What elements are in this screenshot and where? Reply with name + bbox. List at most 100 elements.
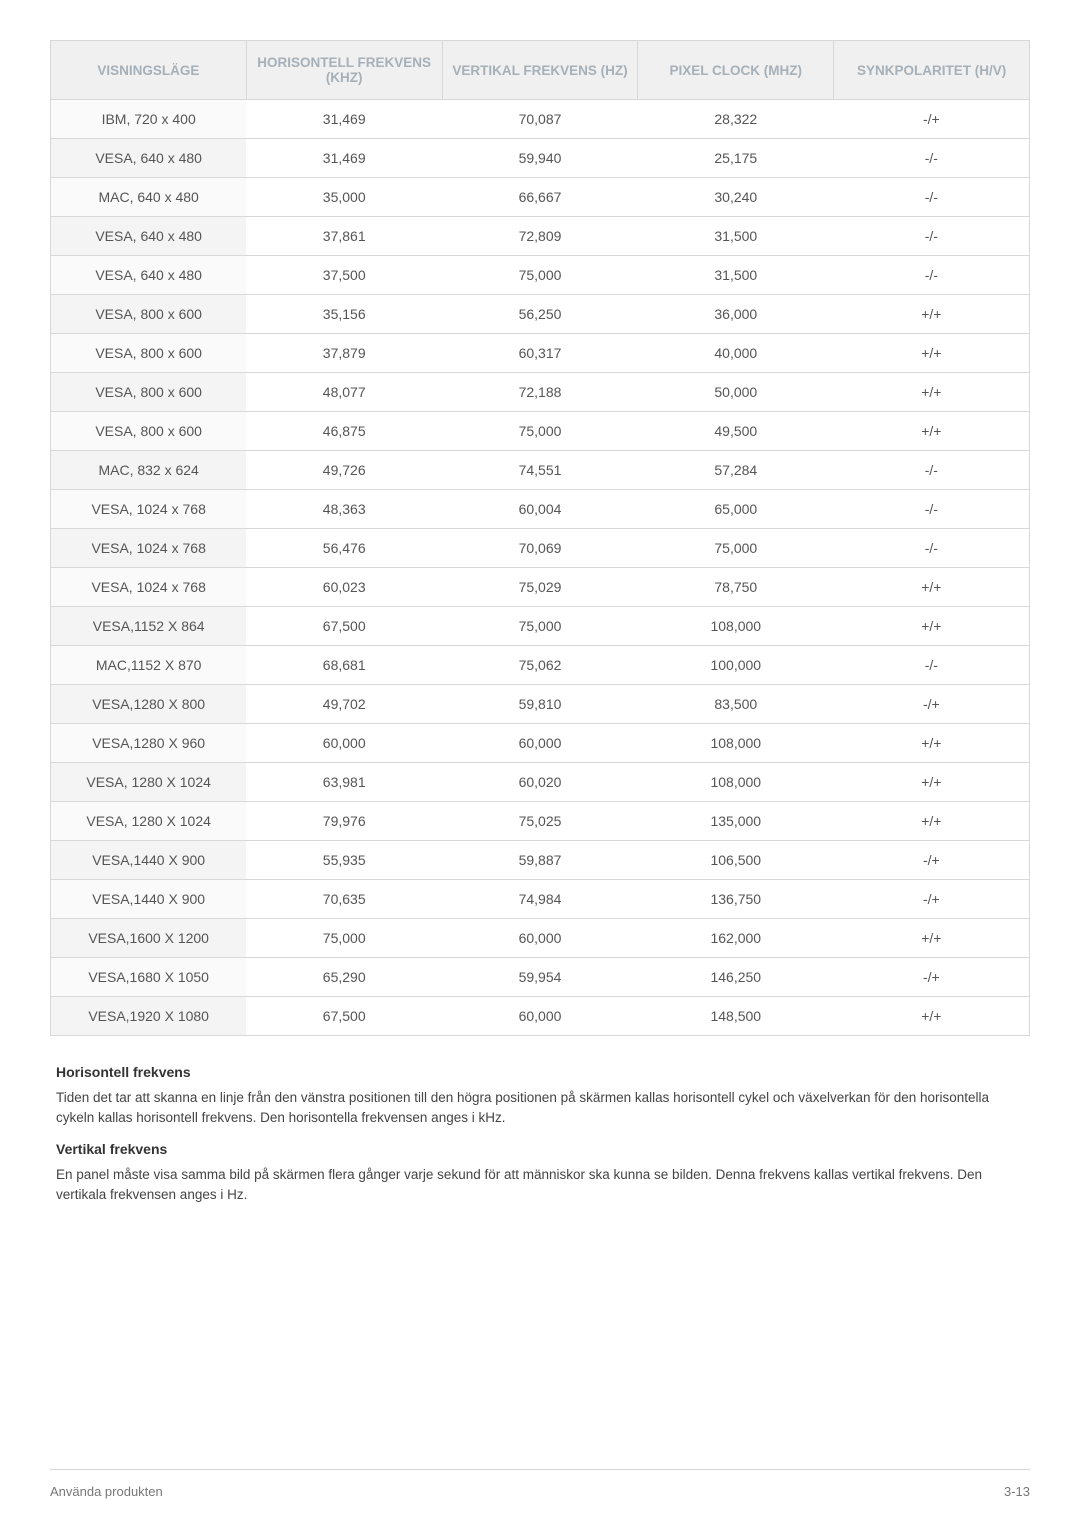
table-cell: 60,023 xyxy=(246,568,442,607)
table-cell: 100,000 xyxy=(638,646,834,685)
table-row: VESA,1280 X 80049,70259,81083,500-/+ xyxy=(51,685,1030,724)
table-cell: +/+ xyxy=(834,412,1030,451)
table-cell: IBM, 720 x 400 xyxy=(51,100,247,139)
table-cell: VESA,1440 X 900 xyxy=(51,880,247,919)
table-cell: +/+ xyxy=(834,724,1030,763)
table-cell: VESA, 1280 X 1024 xyxy=(51,802,247,841)
table-cell: VESA,1280 X 960 xyxy=(51,724,247,763)
table-row: VESA, 800 x 60037,87960,31740,000+/+ xyxy=(51,334,1030,373)
table-cell: 50,000 xyxy=(638,373,834,412)
table-cell: 136,750 xyxy=(638,880,834,919)
column-header: VISNINGSLÄGE xyxy=(51,41,247,100)
table-cell: 31,500 xyxy=(638,217,834,256)
table-cell: 72,809 xyxy=(442,217,638,256)
table-cell: -/- xyxy=(834,178,1030,217)
table-cell: 35,000 xyxy=(246,178,442,217)
horizontal-freq-body: Tiden det tar att skanna en linje från d… xyxy=(56,1088,1024,1127)
table-row: VESA, 800 x 60048,07772,18850,000+/+ xyxy=(51,373,1030,412)
table-cell: -/+ xyxy=(834,958,1030,997)
table-cell: 75,062 xyxy=(442,646,638,685)
table-cell: +/+ xyxy=(834,763,1030,802)
table-cell: VESA, 800 x 600 xyxy=(51,373,247,412)
table-row: VESA, 640 x 48037,50075,00031,500-/- xyxy=(51,256,1030,295)
table-cell: 31,469 xyxy=(246,100,442,139)
table-row: VESA,1152 X 86467,50075,000108,000+/+ xyxy=(51,607,1030,646)
table-cell: VESA,1920 X 1080 xyxy=(51,997,247,1036)
table-cell: VESA,1600 X 1200 xyxy=(51,919,247,958)
table-cell: 56,476 xyxy=(246,529,442,568)
table-cell: 59,810 xyxy=(442,685,638,724)
table-cell: 49,702 xyxy=(246,685,442,724)
footer-left: Använda produkten xyxy=(50,1484,163,1499)
table-cell: -/+ xyxy=(834,100,1030,139)
table-body: IBM, 720 x 40031,46970,08728,322-/+VESA,… xyxy=(51,100,1030,1036)
table-cell: 46,875 xyxy=(246,412,442,451)
table-cell: 108,000 xyxy=(638,763,834,802)
table-cell: +/+ xyxy=(834,802,1030,841)
table-cell: 59,887 xyxy=(442,841,638,880)
table-cell: -/- xyxy=(834,490,1030,529)
table-cell: 75,000 xyxy=(638,529,834,568)
table-cell: 79,976 xyxy=(246,802,442,841)
table-row: VESA,1600 X 120075,00060,000162,000+/+ xyxy=(51,919,1030,958)
table-cell: VESA, 1024 x 768 xyxy=(51,490,247,529)
table-row: MAC,1152 X 87068,68175,062100,000-/- xyxy=(51,646,1030,685)
page-footer: Använda produkten 3-13 xyxy=(50,1469,1030,1499)
table-cell: 75,000 xyxy=(442,256,638,295)
table-cell: 70,069 xyxy=(442,529,638,568)
table-cell: 49,500 xyxy=(638,412,834,451)
table-cell: 48,077 xyxy=(246,373,442,412)
table-cell: 70,087 xyxy=(442,100,638,139)
table-cell: 48,363 xyxy=(246,490,442,529)
table-cell: 74,984 xyxy=(442,880,638,919)
table-cell: -/+ xyxy=(834,841,1030,880)
table-cell: 55,935 xyxy=(246,841,442,880)
table-cell: 108,000 xyxy=(638,724,834,763)
table-row: VESA,1440 X 90055,93559,887106,500-/+ xyxy=(51,841,1030,880)
table-cell: -/- xyxy=(834,256,1030,295)
table-row: IBM, 720 x 40031,46970,08728,322-/+ xyxy=(51,100,1030,139)
table-cell: VESA,1440 X 900 xyxy=(51,841,247,880)
table-row: VESA, 800 x 60046,87575,00049,500+/+ xyxy=(51,412,1030,451)
table-cell: 60,000 xyxy=(246,724,442,763)
table-row: VESA,1920 X 108067,50060,000148,500+/+ xyxy=(51,997,1030,1036)
table-cell: MAC,1152 X 870 xyxy=(51,646,247,685)
table-cell: 108,000 xyxy=(638,607,834,646)
table-cell: VESA, 800 x 600 xyxy=(51,412,247,451)
table-row: VESA,1280 X 96060,00060,000108,000+/+ xyxy=(51,724,1030,763)
table-cell: 63,981 xyxy=(246,763,442,802)
table-cell: 30,240 xyxy=(638,178,834,217)
table-cell: 75,000 xyxy=(246,919,442,958)
table-cell: 75,025 xyxy=(442,802,638,841)
table-row: MAC, 640 x 48035,00066,66730,240-/- xyxy=(51,178,1030,217)
table-cell: -/- xyxy=(834,139,1030,178)
table-row: VESA, 1280 X 102479,97675,025135,000+/+ xyxy=(51,802,1030,841)
table-cell: 75,029 xyxy=(442,568,638,607)
table-cell: 70,635 xyxy=(246,880,442,919)
table-cell: 66,667 xyxy=(442,178,638,217)
table-cell: 148,500 xyxy=(638,997,834,1036)
footer-right: 3-13 xyxy=(1004,1484,1030,1499)
timing-table: VISNINGSLÄGEHORISONTELL FREKVENS (KHZ)VE… xyxy=(50,40,1030,1036)
table-cell: VESA,1152 X 864 xyxy=(51,607,247,646)
table-cell: 37,861 xyxy=(246,217,442,256)
table-cell: 67,500 xyxy=(246,607,442,646)
table-cell: VESA, 800 x 600 xyxy=(51,334,247,373)
table-cell: 25,175 xyxy=(638,139,834,178)
table-row: VESA,1440 X 90070,63574,984136,750-/+ xyxy=(51,880,1030,919)
table-row: VESA, 800 x 60035,15656,25036,000+/+ xyxy=(51,295,1030,334)
table-row: VESA, 640 x 48037,86172,80931,500-/- xyxy=(51,217,1030,256)
column-header: PIXEL CLOCK (MHZ) xyxy=(638,41,834,100)
table-cell: 37,879 xyxy=(246,334,442,373)
table-row: VESA, 1024 x 76856,47670,06975,000-/- xyxy=(51,529,1030,568)
table-row: VESA, 640 x 48031,46959,94025,175-/- xyxy=(51,139,1030,178)
table-header: VISNINGSLÄGEHORISONTELL FREKVENS (KHZ)VE… xyxy=(51,41,1030,100)
table-cell: 60,000 xyxy=(442,919,638,958)
table-cell: VESA, 640 x 480 xyxy=(51,217,247,256)
table-cell: 37,500 xyxy=(246,256,442,295)
table-cell: -/- xyxy=(834,529,1030,568)
table-cell: 67,500 xyxy=(246,997,442,1036)
table-cell: VESA, 640 x 480 xyxy=(51,139,247,178)
table-cell: VESA, 1024 x 768 xyxy=(51,568,247,607)
table-cell: -/- xyxy=(834,217,1030,256)
